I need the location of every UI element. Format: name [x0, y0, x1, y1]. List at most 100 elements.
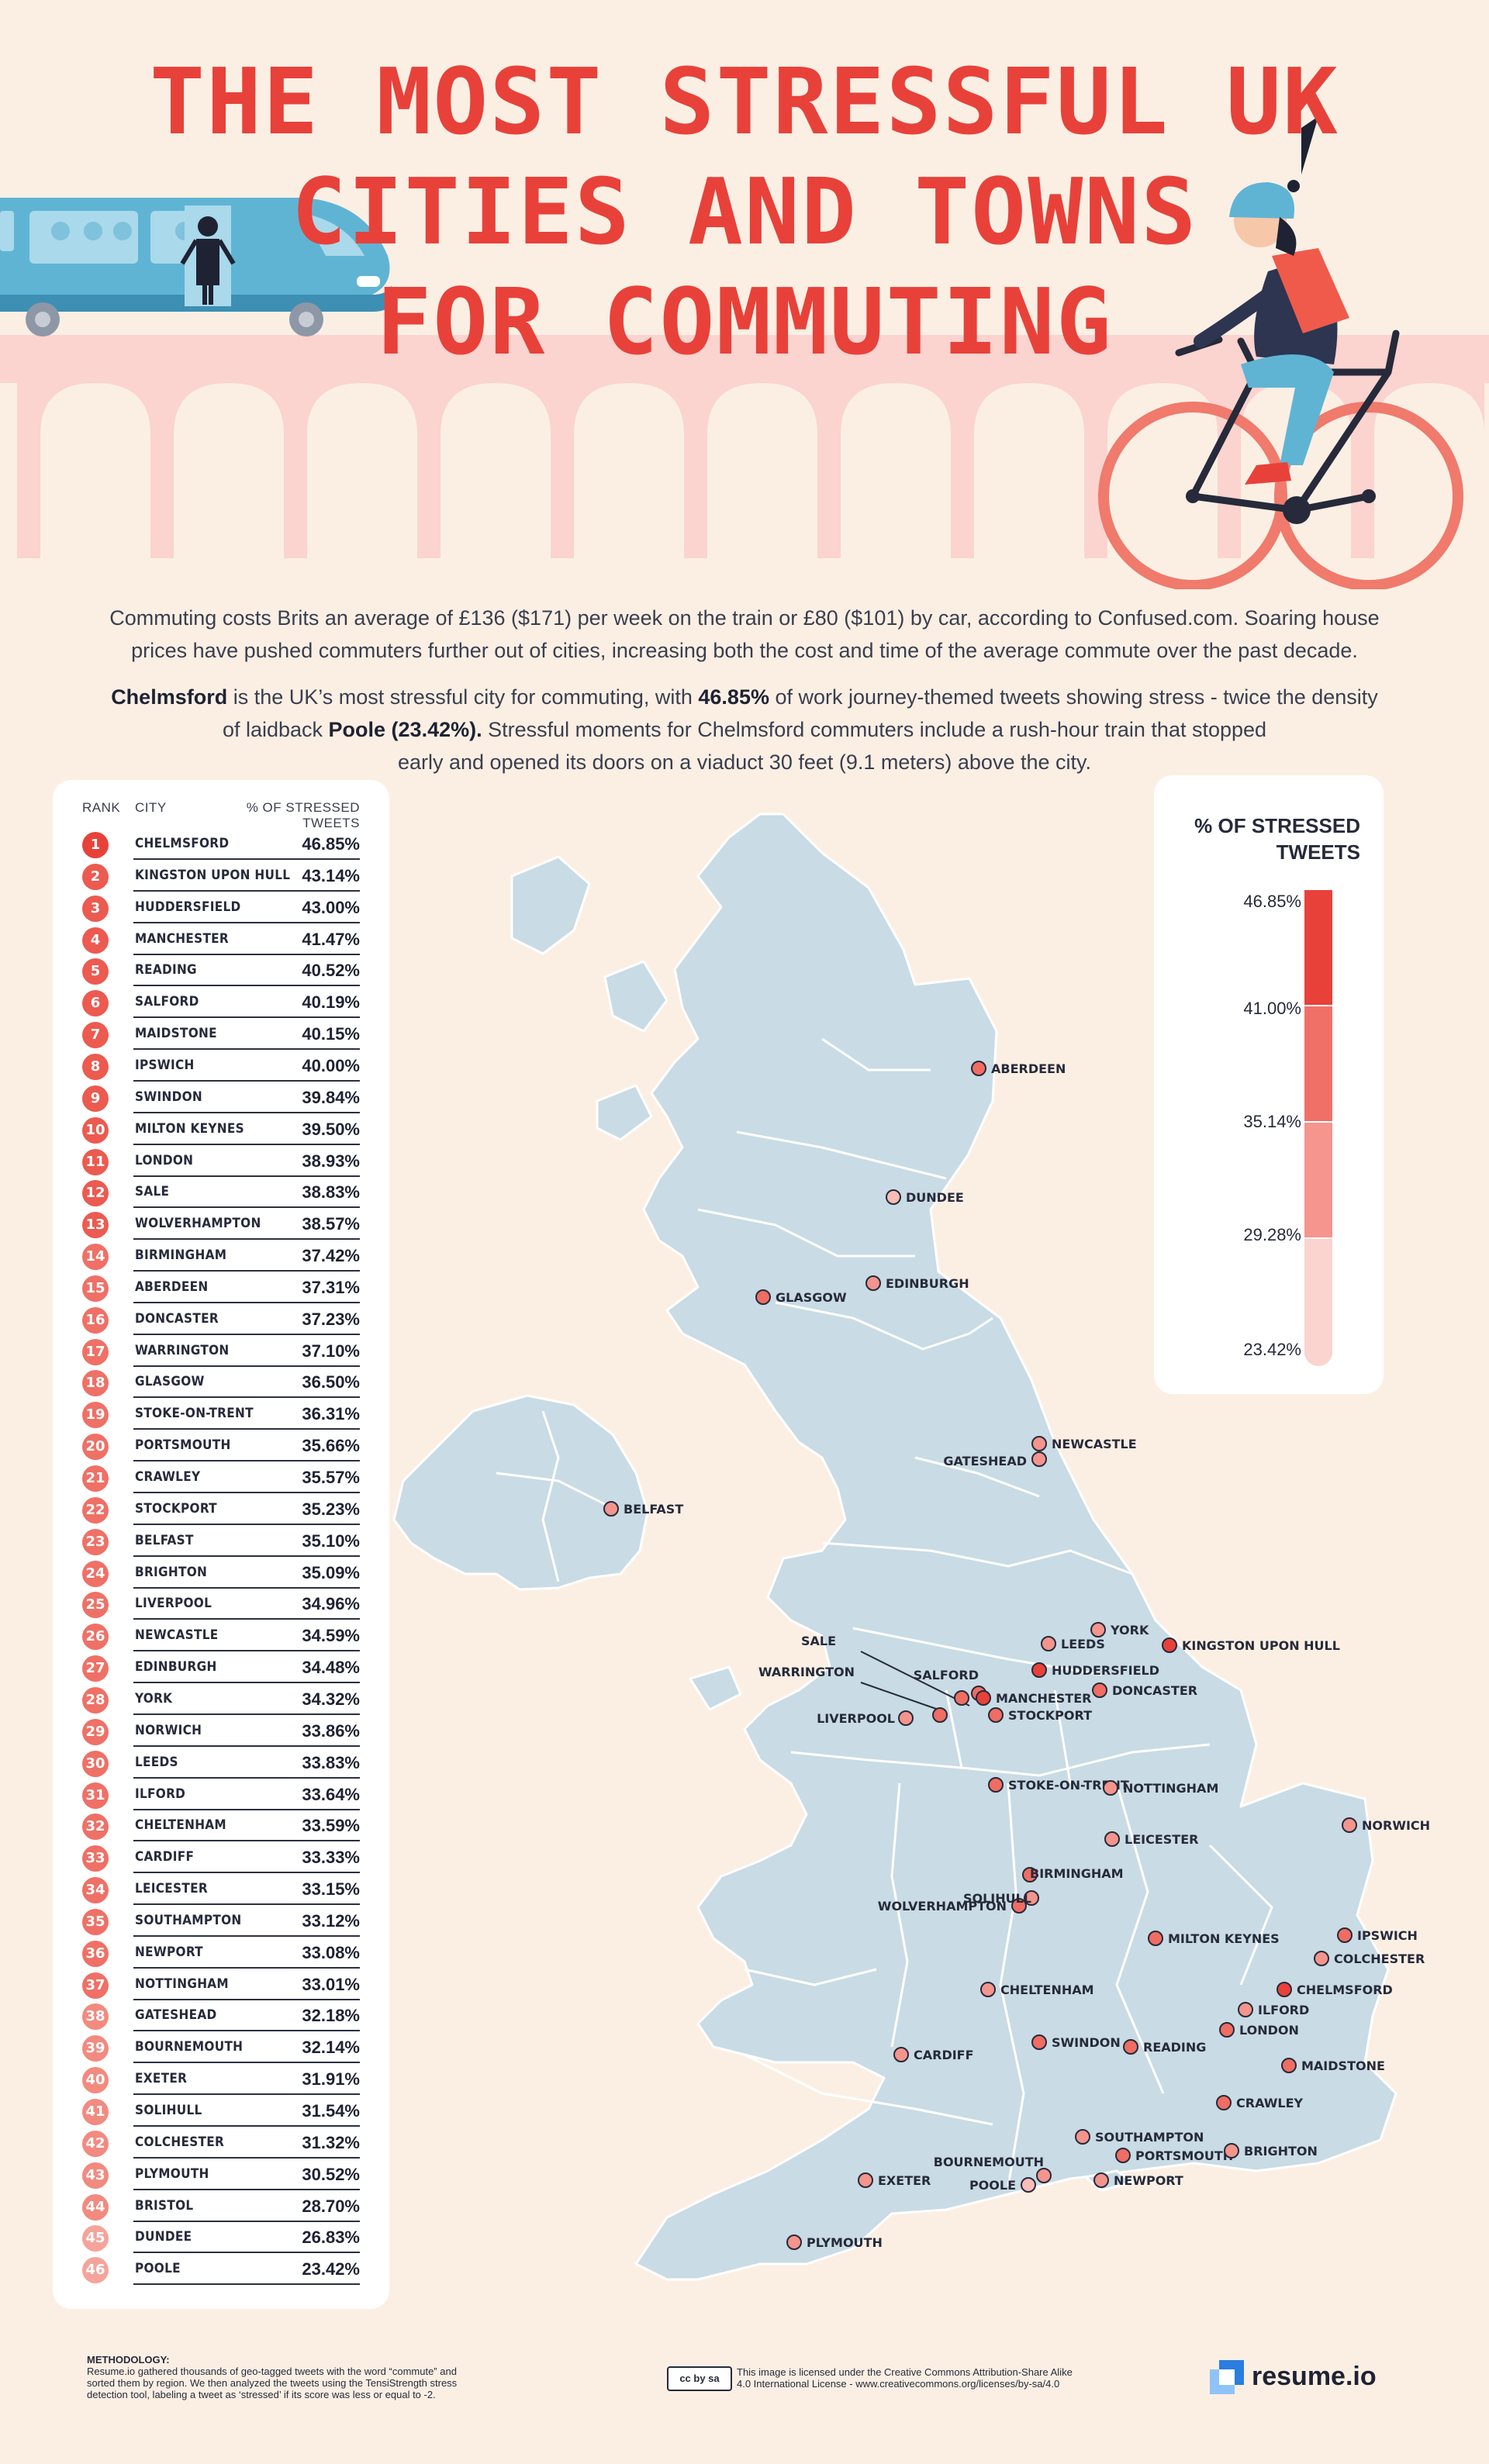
license-note: This image is licensed under the Creativ… — [737, 2366, 1073, 2390]
table-row: 42 COLCHESTER 31.32% — [78, 2127, 360, 2159]
rank-badge: 6 — [82, 990, 109, 1017]
table-row: 15 ABERDEEN 37.31% — [78, 1272, 360, 1303]
map-city-label: STOKE-ON-TRENT — [1008, 1778, 1129, 1793]
legend-tick-label: 46.85% — [1243, 892, 1301, 911]
map-city-marker — [1104, 1831, 1120, 1847]
table-row: 22 STOCKPORT 35.23% — [78, 1493, 360, 1525]
anglesey-shape — [689, 1665, 742, 1711]
map-city-label: NEWPORT — [1114, 2173, 1183, 2188]
row-divider — [133, 953, 360, 955]
row-divider — [133, 1650, 360, 1652]
rank-badge: 41 — [82, 2099, 109, 2125]
map-city-label: SWINDON — [1052, 2035, 1121, 2050]
rank-badge: 45 — [82, 2225, 109, 2252]
map-city-label: KINGSTON UPON HULL — [1182, 1638, 1340, 1653]
rank-badge: 13 — [82, 1212, 109, 1239]
row-divider — [133, 1555, 360, 1557]
table-row: 14 BIRMINGHAM 37.42% — [78, 1240, 360, 1272]
table-row: 45 DUNDEE 26.83% — [78, 2221, 360, 2254]
legend-title: % OF STRESSED TWEETS — [1154, 813, 1360, 865]
city-name: CARDIFF — [135, 1849, 195, 1865]
table-row: 38 GATESHEAD 32.18% — [78, 2000, 360, 2032]
col-header-rank: RANK — [82, 800, 121, 815]
map-city-marker — [1162, 1637, 1177, 1653]
map-city-marker — [980, 1982, 996, 1997]
intro-bold-city: Chelmsford — [111, 685, 228, 709]
map-city-label: LONDON — [1239, 2023, 1299, 2038]
cc-license-badge-text: cc by sa — [679, 2373, 720, 2384]
rank-badge: 21 — [82, 1465, 109, 1492]
table-row: 28 YORK 34.32% — [78, 1683, 360, 1715]
legend-tick-label: 35.14% — [1243, 1112, 1301, 1131]
map-landmass — [392, 813, 1397, 2281]
map-city-marker — [1022, 1867, 1038, 1883]
map-city-marker — [1342, 1817, 1357, 1833]
map-city-marker — [1021, 2177, 1036, 2193]
rank-badge: 25 — [82, 1592, 109, 1619]
city-name: ABERDEEN — [135, 1279, 209, 1295]
map-city-marker — [893, 2047, 909, 2062]
map-city-marker — [1281, 2058, 1297, 2073]
legend-title-line-1: % OF STRESSED — [1194, 814, 1360, 837]
intro-bold-poole: Poole (23.42%). — [328, 718, 482, 741]
table-row: 36 NEWPORT 33.08% — [78, 1937, 360, 1969]
rank-badge: 28 — [82, 1686, 109, 1713]
city-name: WARRINGTON — [135, 1342, 230, 1358]
city-name: NEWPORT — [135, 1944, 203, 1960]
table-row: 12 SALE 38.83% — [78, 1176, 360, 1209]
stress-percentage: 32.14% — [302, 2038, 360, 2058]
stress-percentage: 33.83% — [302, 1752, 360, 1772]
row-divider — [133, 1079, 360, 1082]
rank-badge: 24 — [82, 1560, 109, 1587]
city-name: NORWICH — [135, 1722, 202, 1738]
legend-tick-label: 23.42% — [1243, 1340, 1301, 1359]
city-name: STOCKPORT — [135, 1500, 217, 1517]
intro-p1-line-1: Commuting costs Brits an average of £136… — [109, 606, 1380, 630]
rank-badge: 12 — [82, 1180, 109, 1207]
row-divider — [133, 1048, 360, 1051]
stress-percentage: 38.57% — [302, 1214, 360, 1234]
rank-badge: 32 — [82, 1813, 109, 1841]
stress-percentage: 33.33% — [302, 1848, 360, 1868]
row-divider — [133, 1872, 360, 1874]
rank-badge: 23 — [82, 1528, 109, 1555]
map-city-label: BRIGHTON — [1244, 2144, 1318, 2159]
stress-percentage: 38.93% — [302, 1151, 360, 1171]
table-row: 27 EDINBURGH 34.48% — [78, 1651, 360, 1684]
rank-badge: 2 — [82, 863, 109, 890]
stress-percentage: 46.85% — [302, 834, 360, 854]
row-divider — [133, 889, 360, 892]
row-divider — [133, 2283, 360, 2286]
map-city-label: CARDIFF — [914, 2048, 974, 2062]
table-row: 26 NEWCASTLE 34.59% — [78, 1620, 360, 1652]
rank-badge: 3 — [82, 895, 109, 922]
stress-percentage: 33.12% — [302, 1910, 360, 1931]
city-name: KINGSTON UPON HULL — [135, 867, 291, 883]
table-row: 6 SALFORD 40.19% — [78, 986, 360, 1019]
legend-segment-4 — [1304, 1239, 1332, 1355]
city-name: SALE — [135, 1184, 170, 1200]
city-name: SOUTHAMPTON — [135, 1912, 242, 1928]
map-city-label: MAIDSTONE — [1301, 2059, 1385, 2073]
table-row: 40 EXETER 31.91% — [78, 2063, 360, 2096]
table-row: 5 READING 40.52% — [78, 954, 360, 987]
rank-badge: 36 — [82, 1940, 109, 1967]
rank-badge: 17 — [82, 1338, 109, 1365]
intro-paragraph-2: Chelmsford is the UK’s most stressful ci… — [93, 681, 1396, 778]
map-city-label: NORWICH — [1362, 1818, 1430, 1833]
map-city-marker — [1090, 1622, 1106, 1637]
rank-badge: 10 — [82, 1116, 109, 1144]
rank-badge: 14 — [82, 1244, 109, 1271]
city-name: BOURNEMOUTH — [135, 2039, 244, 2055]
stress-percentage: 39.84% — [302, 1087, 360, 1107]
stress-percentage: 35.23% — [302, 1499, 360, 1519]
row-divider — [133, 1840, 360, 1842]
rank-badge: 29 — [82, 1718, 109, 1745]
row-divider — [133, 1175, 360, 1177]
rank-badge: 34 — [82, 1877, 109, 1904]
table-row: 23 BELFAST 35.10% — [78, 1525, 360, 1557]
stress-percentage: 38.83% — [302, 1182, 360, 1203]
rank-badge: 31 — [82, 1782, 109, 1809]
table-row: 24 BRIGHTON 35.09% — [78, 1557, 360, 1589]
map-city-label: EDINBURGH — [886, 1276, 969, 1291]
